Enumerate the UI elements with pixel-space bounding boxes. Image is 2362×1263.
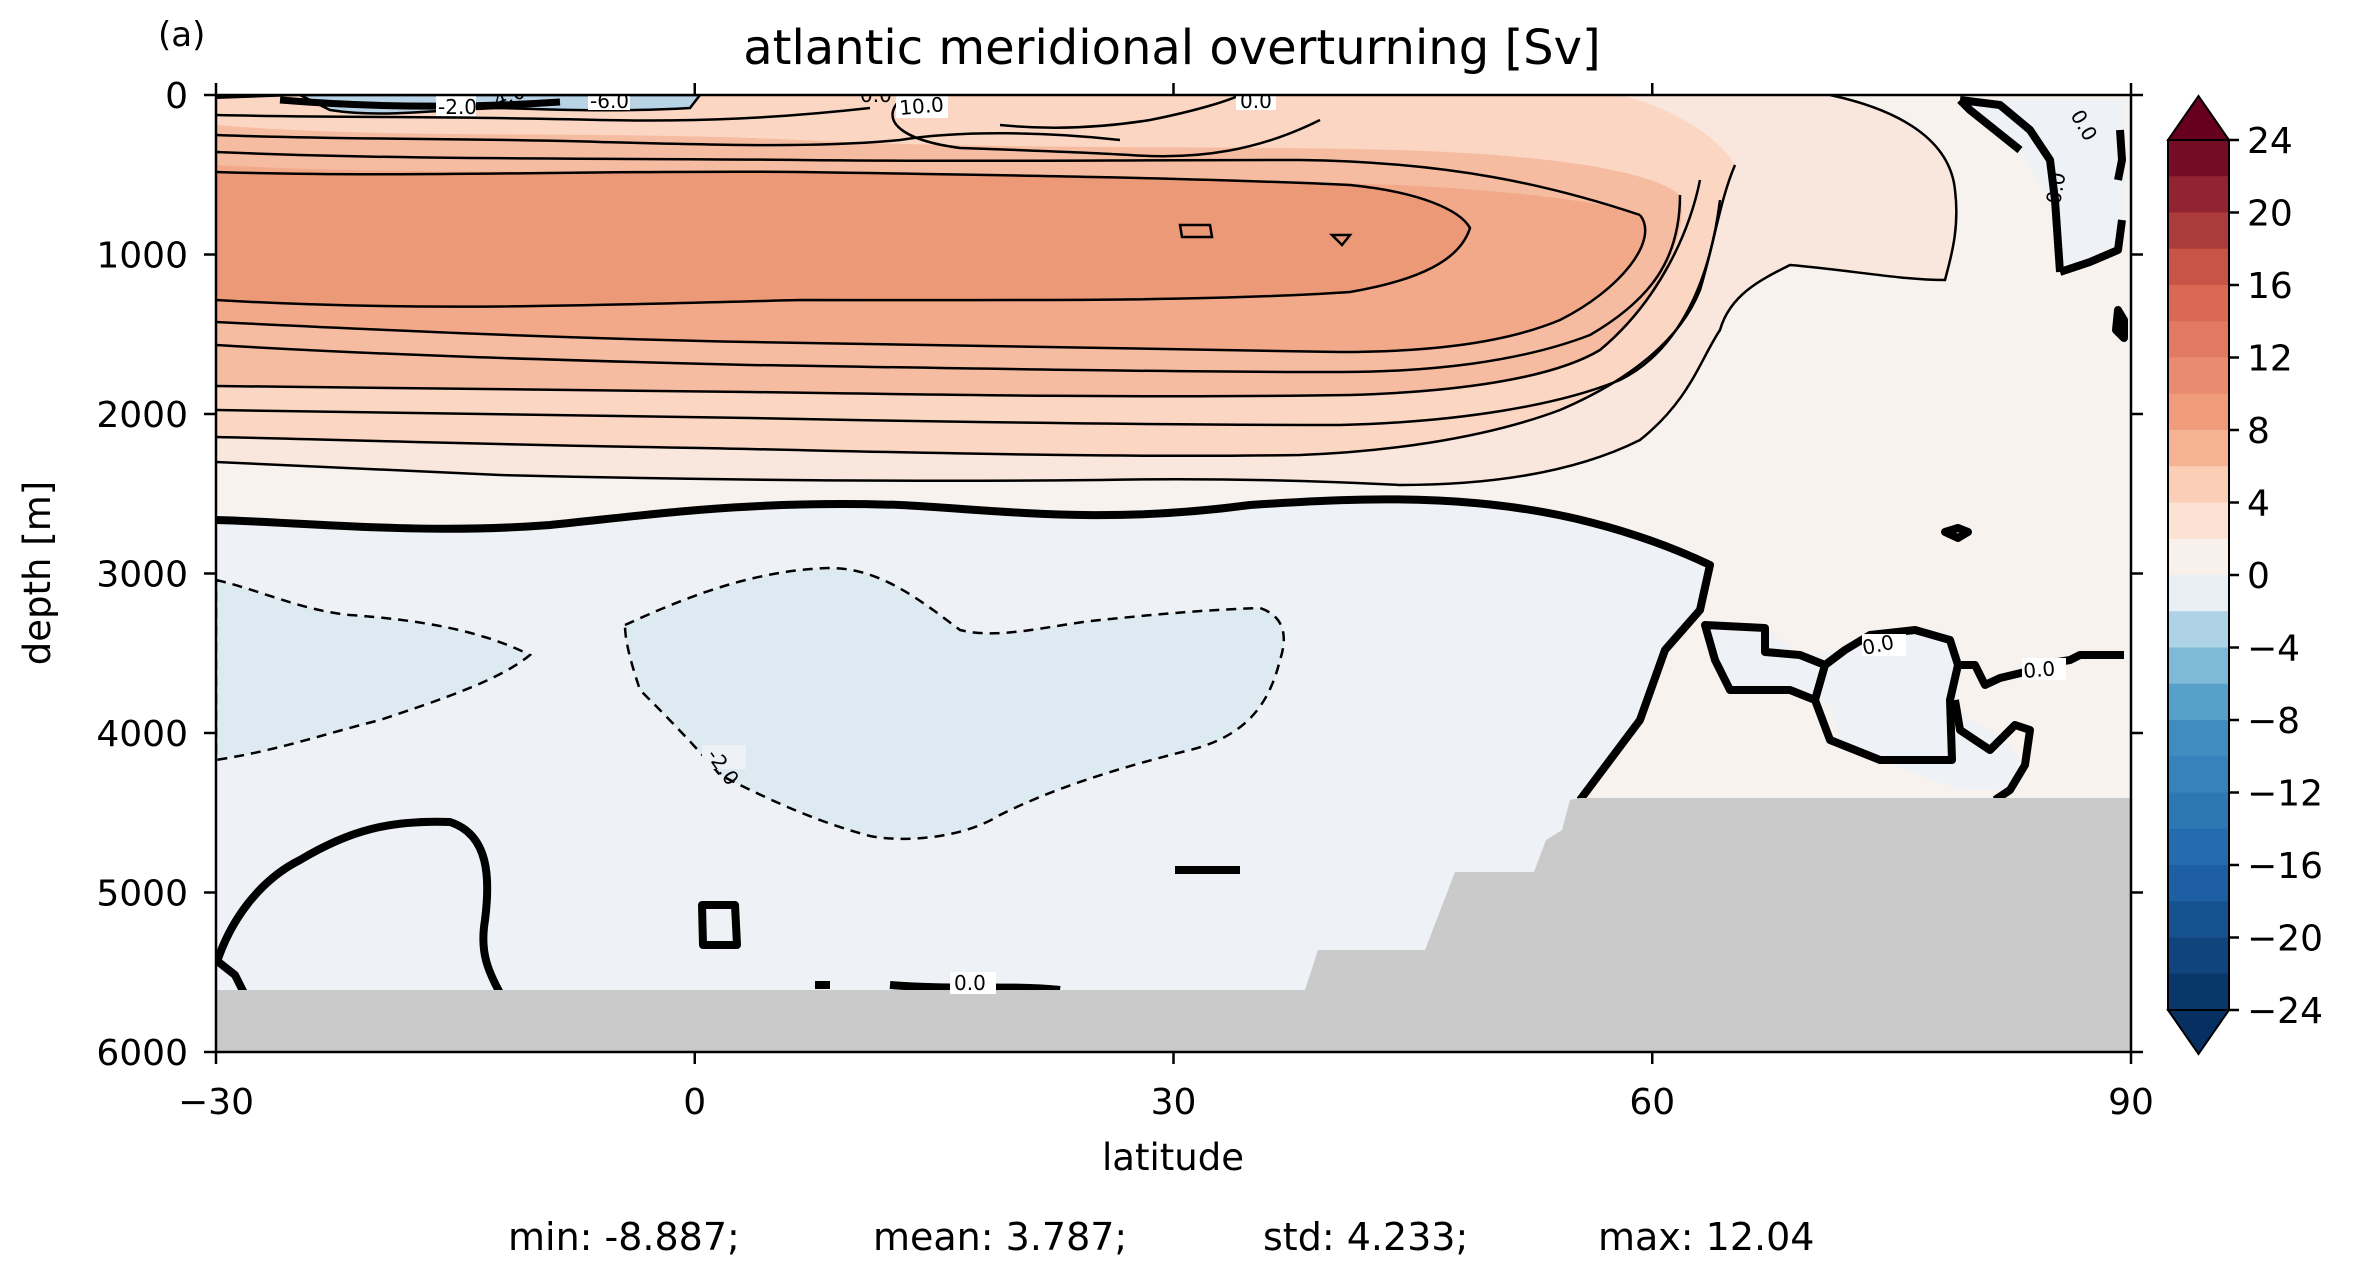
stats-footer: min: -8.887; mean: 3.787; std: 4.233; ma… (508, 1215, 1814, 1259)
colorbar-segment (2168, 865, 2229, 902)
colorbar-segment (2168, 321, 2229, 359)
colorbar-tick-label: 16 (2247, 266, 2293, 307)
negative-core-west (216, 578, 533, 762)
chart-title: atlantic meridional overturning [Sv] (743, 20, 1601, 76)
y-tick-label: 3000 (96, 555, 188, 596)
colorbar-tick-label: 12 (2247, 339, 2293, 380)
colorbar-tick-label: 8 (2247, 411, 2270, 452)
colorbar-tick-label: −12 (2247, 774, 2323, 815)
colorbar-segment (2168, 973, 2229, 1011)
contour-label: 0.0 (860, 83, 892, 107)
y-tick-label: 5000 (96, 874, 188, 915)
north-deep-negative-patch (1705, 625, 2025, 790)
colorbar-tick-label: −4 (2247, 629, 2300, 670)
y-tick-label: 6000 (96, 1033, 188, 1074)
colorbar-segment (2168, 937, 2229, 975)
colorbar-segment (2168, 647, 2229, 685)
contour-label: 0.0 (2022, 656, 2056, 683)
colorbar-segment (2168, 212, 2229, 250)
colorbar-tick-label: 0 (2247, 556, 2270, 597)
colorbar-segment (2168, 756, 2229, 794)
y-axis-label: depth [m] (16, 481, 59, 665)
y-tick-label: 4000 (96, 714, 188, 755)
stat-std: std: 4.233; (1263, 1215, 1468, 1259)
colorbar-tick-label: 4 (2247, 484, 2270, 525)
colorbar-segment (2168, 176, 2229, 214)
contour-label: -6.0 (590, 89, 629, 113)
bathymetry-mask (216, 798, 2131, 1052)
positive-contours (216, 95, 1958, 487)
y-tick-label: 2000 (96, 395, 188, 436)
colorbar-segment (2168, 828, 2229, 866)
colorbar-tick-label: 20 (2247, 194, 2293, 235)
surface-thick-sliver (279, 96, 561, 110)
contour-label: 10.0 (898, 92, 944, 120)
colorbar-tick-label: −24 (2247, 991, 2323, 1032)
negative-core-central (623, 566, 1285, 841)
colorbar-tick-label: −8 (2247, 701, 2300, 742)
colorbar-segment (2168, 466, 2229, 504)
colorbar-extend-max (2166, 94, 2231, 141)
contour-label: 0.0 (1240, 89, 1272, 113)
contour-label: -2.0 (438, 95, 477, 119)
colorbar-tick-label: −16 (2247, 846, 2323, 887)
colorbar-segment (2168, 901, 2229, 939)
x-tick-label: 60 (1629, 1082, 1675, 1123)
colorbar-segment (2168, 538, 2229, 576)
stat-min: min: -8.887; (508, 1215, 740, 1259)
x-tick-label: 30 (1151, 1082, 1197, 1123)
y-tick-label: 0 (165, 76, 188, 117)
positive-band-10 (216, 171, 1470, 307)
colorbar-segment (2168, 357, 2229, 395)
colorbar-tick-label: 24 (2247, 121, 2293, 162)
colorbar-segment (2168, 611, 2229, 649)
plot-area: -2.0 -4.0 -6.0 0.0 10.0 0.0 0.0 0.0 0.0 … (216, 83, 2131, 1052)
colorbar-segment (2168, 285, 2229, 322)
stat-mean: mean: 3.787; (873, 1215, 1127, 1259)
colorbar-segment (2168, 502, 2229, 540)
colorbar-extend-min (2166, 1009, 2231, 1056)
contour-label: 0.0 (2041, 170, 2070, 205)
stat-max: max: 12.04 (1598, 1215, 1814, 1259)
north-negative-patch (1960, 100, 2125, 272)
axes: −30 0 30 60 90 0 1000 2000 3000 4000 5000 6000 (96, 76, 2154, 1123)
x-tick-label: 90 (2108, 1082, 2154, 1123)
contour-label: 0.0 (954, 971, 986, 995)
panel-label: (a) (158, 15, 205, 55)
colorbar-segment (2168, 393, 2229, 431)
x-tick-label: 0 (683, 1082, 706, 1123)
colorbar-segment (2168, 575, 2229, 612)
colorbar-segment (2168, 140, 2229, 177)
y-tick-label: 1000 (96, 236, 188, 277)
colorbar-tick-label: −20 (2247, 919, 2323, 960)
colorbar-segment (2168, 720, 2229, 757)
colorbar-segment (2168, 792, 2229, 830)
zero-contours (216, 95, 2128, 1013)
colorbar-segment (2168, 248, 2229, 286)
x-axis-label: latitude (1102, 1136, 1244, 1179)
colorbar: 24 20 16 12 8 4 0 −4 −8 −12 −16 −20 −24 (2166, 94, 2323, 1056)
colorbar-segment (2168, 430, 2229, 467)
colorbar-segment (2168, 683, 2229, 721)
x-tick-label: −30 (178, 1082, 254, 1123)
